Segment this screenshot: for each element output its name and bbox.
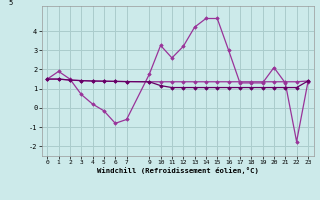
- X-axis label: Windchill (Refroidissement éolien,°C): Windchill (Refroidissement éolien,°C): [97, 167, 259, 174]
- Text: 5: 5: [9, 0, 13, 6]
